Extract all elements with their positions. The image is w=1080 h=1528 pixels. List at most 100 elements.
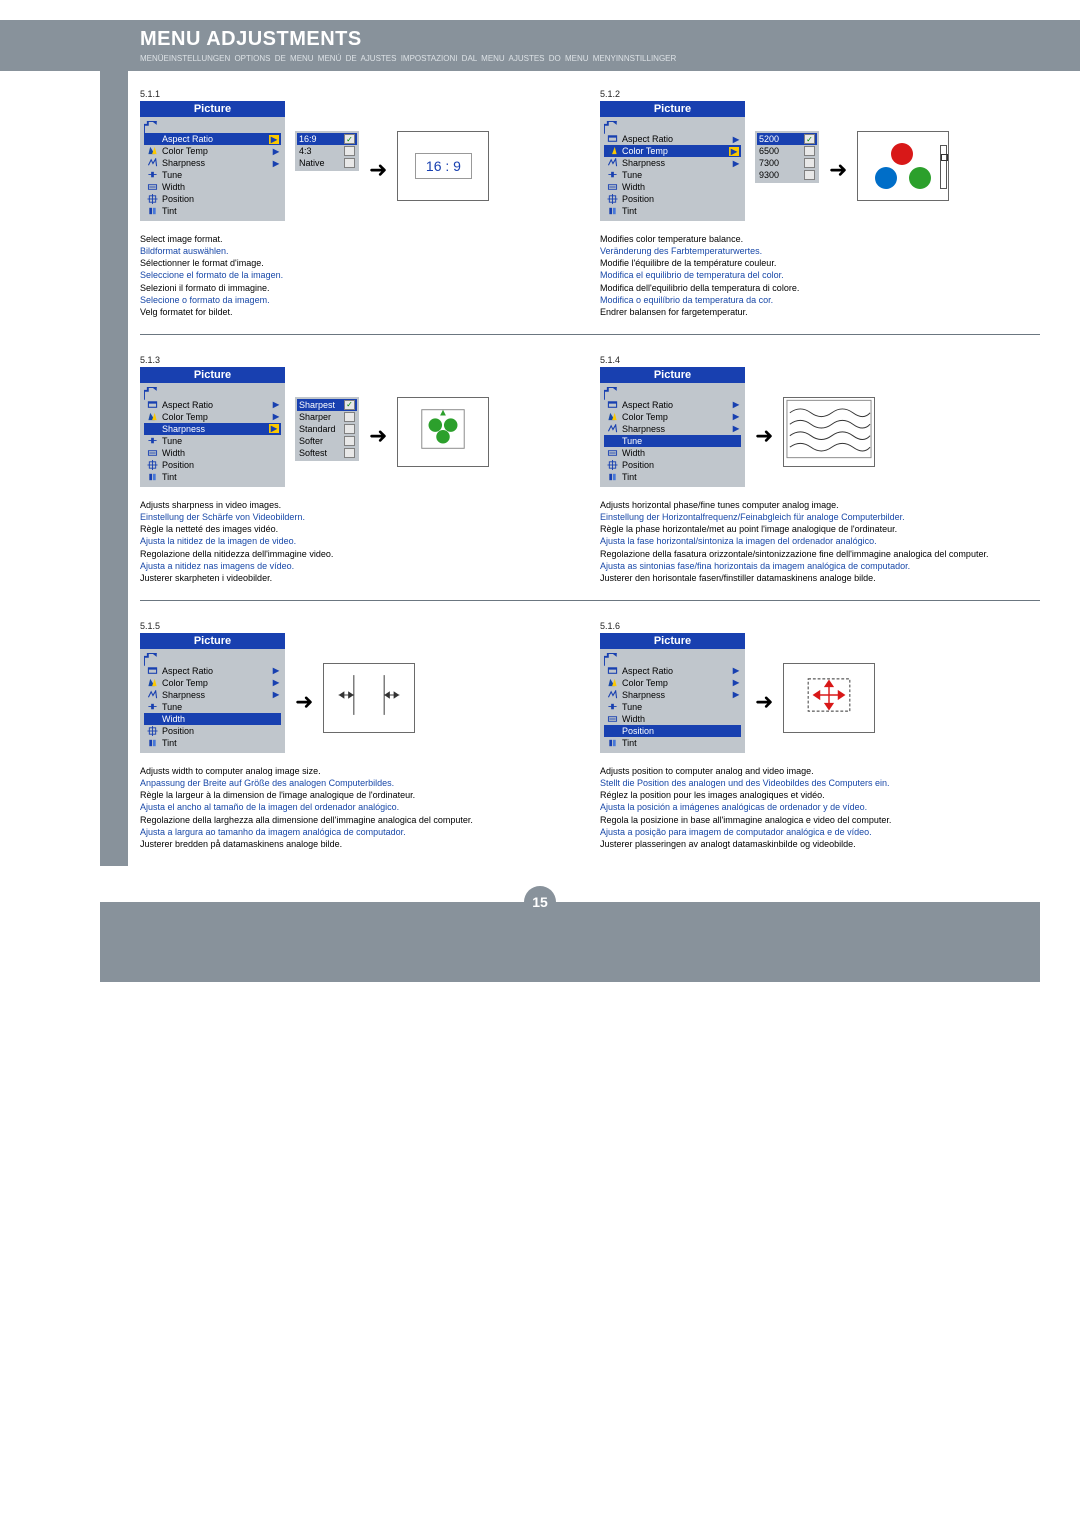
- preview-width-icon: [333, 667, 405, 728]
- menu-item-label: Color Temp: [162, 412, 269, 422]
- menu-item-aspect-ratio[interactable]: Aspect Ratio▶: [144, 665, 281, 677]
- chevron-right-icon: ▶: [273, 147, 279, 156]
- menu-item-position[interactable]: Position: [144, 459, 281, 471]
- menu-item-width[interactable]: Width: [604, 713, 741, 725]
- submenu-item[interactable]: 5200✓: [757, 133, 817, 145]
- menu-item-position[interactable]: Position: [604, 193, 741, 205]
- menu-item-tint[interactable]: Tint: [604, 205, 741, 217]
- width-icon: [146, 182, 158, 192]
- submenu-item[interactable]: 16:9✓: [297, 133, 357, 145]
- menu-item-label: Aspect Ratio: [162, 666, 269, 676]
- menu-item-tint[interactable]: Tint: [144, 471, 281, 483]
- menu-item-color-temp[interactable]: Color Temp▶: [144, 677, 281, 689]
- menu-item-label: Tint: [622, 738, 739, 748]
- submenu-item[interactable]: Sharper: [297, 411, 357, 423]
- aspect-icon: [606, 400, 618, 410]
- preview-sharpness-icon: [414, 402, 472, 461]
- menu-item-width[interactable]: Width: [604, 181, 741, 193]
- arrow-right-icon: ➜: [829, 157, 847, 183]
- chevron-right-icon: ▶: [733, 159, 739, 168]
- back-icon[interactable]: [144, 121, 158, 131]
- section-5-1-2: 5.1.2PictureAspect Ratio▶Color Temp▶Shar…: [600, 89, 1040, 318]
- menu-item-sharpness[interactable]: Sharpness▶: [604, 157, 741, 169]
- menu-item-tint[interactable]: Tint: [144, 737, 281, 749]
- menu-item-label: Aspect Ratio: [622, 400, 729, 410]
- menu-item-tune[interactable]: Tune: [604, 169, 741, 181]
- submenu-item[interactable]: Softest: [297, 447, 357, 459]
- menu-item-tune[interactable]: Tune: [604, 435, 741, 447]
- menu-item-width[interactable]: Width: [604, 447, 741, 459]
- back-icon[interactable]: [144, 387, 158, 397]
- submenu-item[interactable]: 6500: [757, 145, 817, 157]
- menu-item-sharpness[interactable]: Sharpness▶: [604, 689, 741, 701]
- menu-item-width[interactable]: Width: [144, 447, 281, 459]
- back-icon[interactable]: [604, 653, 618, 663]
- aspect-icon: [606, 666, 618, 676]
- menu-item-sharpness[interactable]: Sharpness▶: [144, 689, 281, 701]
- menu-item-aspect-ratio[interactable]: Aspect Ratio▶: [144, 133, 281, 145]
- description-line: Sélectionner le format d'image.: [140, 257, 580, 269]
- sharp-icon: [146, 158, 158, 168]
- width-icon: [606, 182, 618, 192]
- tint-icon: [146, 472, 158, 482]
- menu-item-position[interactable]: Position: [144, 193, 281, 205]
- submenu-item-label: 5200: [759, 134, 800, 144]
- menu-item-color-temp[interactable]: Color Temp▶: [144, 411, 281, 423]
- menu-item-tune[interactable]: Tune: [604, 701, 741, 713]
- menu-item-aspect-ratio[interactable]: Aspect Ratio▶: [604, 133, 741, 145]
- submenu-item[interactable]: 7300: [757, 157, 817, 169]
- description-line: Ajusta la posición a imágenes analógicas…: [600, 801, 1040, 813]
- arrow-right-icon: ➜: [295, 689, 313, 715]
- menu-item-tune[interactable]: Tune: [144, 701, 281, 713]
- menu-item-width[interactable]: Width: [144, 713, 281, 725]
- menu-item-sharpness[interactable]: Sharpness▶: [144, 423, 281, 435]
- menu-item-sharpness[interactable]: Sharpness▶: [144, 157, 281, 169]
- menu-item-color-temp[interactable]: Color Temp▶: [604, 677, 741, 689]
- submenu-item[interactable]: Softer: [297, 435, 357, 447]
- menu-body: Aspect Ratio▶Color Temp▶Sharpness▶TuneWi…: [600, 649, 745, 753]
- menu-item-color-temp[interactable]: Color Temp▶: [604, 411, 741, 423]
- menu-item-position[interactable]: Position: [144, 725, 281, 737]
- width-icon: [606, 714, 618, 724]
- submenu-item-label: 4:3: [299, 146, 340, 156]
- section-5-1-6: 5.1.6PictureAspect Ratio▶Color Temp▶Shar…: [600, 621, 1040, 850]
- submenu-item[interactable]: 4:3: [297, 145, 357, 157]
- preview-waves-icon: [786, 399, 872, 464]
- description-line: Regolazione della nitidezza dell'immagin…: [140, 548, 580, 560]
- menu-item-sharpness[interactable]: Sharpness▶: [604, 423, 741, 435]
- back-icon[interactable]: [604, 387, 618, 397]
- temp-icon: [146, 678, 158, 688]
- menu-item-tune[interactable]: Tune: [144, 435, 281, 447]
- description-block: Adjusts sharpness in video images.Einste…: [140, 499, 580, 584]
- menu-item-position[interactable]: Position: [604, 725, 741, 737]
- picture-menu-panel: PictureAspect Ratio▶Color Temp▶Sharpness…: [600, 633, 745, 753]
- submenu-item[interactable]: Standard: [297, 423, 357, 435]
- menu-item-aspect-ratio[interactable]: Aspect Ratio▶: [604, 665, 741, 677]
- description-line: Stellt die Position des analogen und des…: [600, 777, 1040, 789]
- preview-color-circles: [873, 141, 933, 191]
- preview-box: 16 : 9: [397, 131, 489, 201]
- menu-item-color-temp[interactable]: Color Temp▶: [604, 145, 741, 157]
- menu-body: Aspect Ratio▶Color Temp▶Sharpness▶TuneWi…: [140, 383, 285, 487]
- description-line: Ajusta as sintonias fase/fina horizontai…: [600, 560, 1040, 572]
- menu-item-tint[interactable]: Tint: [144, 205, 281, 217]
- back-icon[interactable]: [604, 121, 618, 131]
- menu-item-tint[interactable]: Tint: [604, 737, 741, 749]
- description-line: Endrer balansen for fargetemperatur.: [600, 306, 1040, 318]
- check-icon: ✓: [344, 134, 355, 144]
- menu-item-tune[interactable]: Tune: [144, 169, 281, 181]
- menu-item-width[interactable]: Width: [144, 181, 281, 193]
- submenu-item[interactable]: 9300: [757, 169, 817, 181]
- menu-item-aspect-ratio[interactable]: Aspect Ratio▶: [604, 399, 741, 411]
- submenu-item[interactable]: Native: [297, 157, 357, 169]
- submenu-item-label: Softest: [299, 448, 340, 458]
- menu-title: Picture: [600, 367, 745, 383]
- description-line: Règle la largeur à la dimension de l'ima…: [140, 789, 580, 801]
- back-icon[interactable]: [144, 653, 158, 663]
- menu-item-tint[interactable]: Tint: [604, 471, 741, 483]
- check-icon: [344, 424, 355, 434]
- menu-item-color-temp[interactable]: Color Temp▶: [144, 145, 281, 157]
- submenu-item[interactable]: Sharpest✓: [297, 399, 357, 411]
- menu-item-position[interactable]: Position: [604, 459, 741, 471]
- menu-item-aspect-ratio[interactable]: Aspect Ratio▶: [144, 399, 281, 411]
